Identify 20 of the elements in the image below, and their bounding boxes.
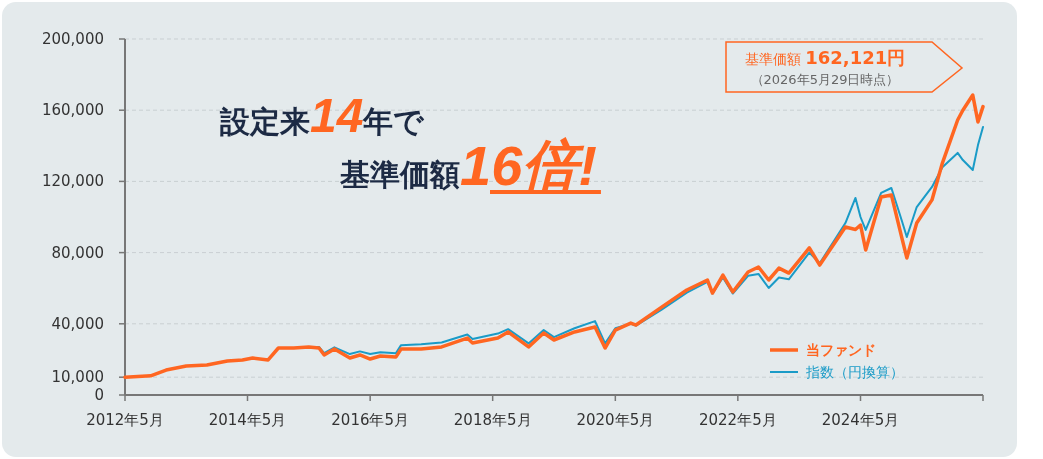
legend-label: 当ファンド	[806, 342, 876, 358]
text: 設定来14年で	[219, 89, 426, 142]
x-tick-label: 2018年5月	[453, 411, 532, 429]
legend-label: 指数（円換算）	[805, 364, 904, 380]
x-tick-label: 2020年5月	[576, 411, 655, 429]
x-tick-label: 2016年5月	[331, 411, 410, 429]
annotation: （2026年5月29日時点）	[750, 72, 900, 87]
annotation: 基準価額 162,121円	[744, 47, 906, 68]
x-tick-label: 2024年5月	[821, 411, 900, 429]
y-tick-label: 200,000	[41, 30, 104, 48]
x-tick-label: 2012年5月	[86, 411, 164, 429]
y-tick-label: 10,000	[51, 368, 104, 387]
y-tick-label: 0	[94, 386, 104, 404]
y-tick-label: 160,000	[41, 101, 104, 120]
x-tick-label: 2022年5月	[698, 411, 777, 429]
x-tick-label: 2014年5月	[208, 411, 287, 429]
y-tick-label: 80,000	[51, 243, 104, 262]
line-series	[123, 93, 985, 379]
y-tick-label: 120,000	[41, 172, 104, 191]
y-tick-label: 40,000	[51, 314, 104, 333]
